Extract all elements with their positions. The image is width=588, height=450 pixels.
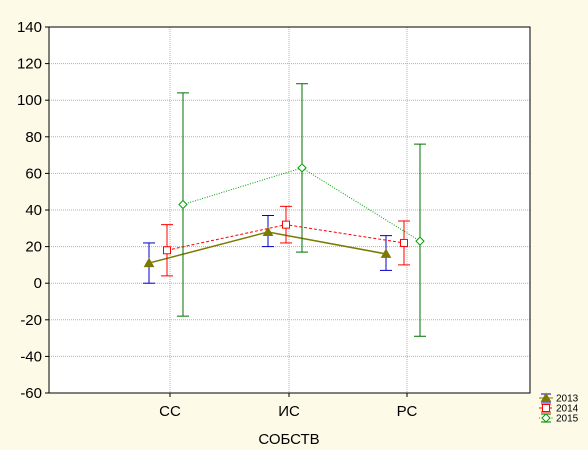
legend-entry: 2014 [539,403,579,415]
legend-label: 2014 [556,404,579,415]
x-tick-label: ИС [278,403,300,420]
y-tick-label: 20 [25,239,42,256]
data-point [282,220,290,229]
y-tick-label: 60 [25,165,42,182]
legend-label: 2013 [556,394,579,405]
y-tick-label: 80 [25,129,42,146]
series-2015 [177,83,426,337]
data-point [143,257,155,268]
legend-marker [542,404,550,412]
y-tick-label: 0 [34,275,42,292]
series-2013 [143,214,392,284]
x-axis-title: СОБСТВ [258,431,319,448]
data-point [380,248,392,258]
legend-entry: 2013 [539,392,579,405]
y-tick-label: 120 [17,56,42,73]
series-layer [143,83,426,337]
y-tick-label: -40 [20,348,42,365]
legend-entry: 2015 [539,413,579,425]
y-tick-label: -60 [20,385,42,402]
data-point [163,246,171,255]
legend-label: 2015 [556,414,579,425]
grid [49,27,530,393]
data-point [400,238,408,247]
legend-marker [540,392,552,402]
series-2014 [161,205,410,277]
data-point [415,236,425,246]
axes: -60 -40 -20 0 20 40 60 80 100 120 140 СС ИС РС [17,19,418,420]
y-tick-label: 40 [25,202,42,219]
x-tick-label: СС [159,403,181,420]
y-tick-label: 100 [17,92,42,109]
x-tick-label: РС [397,403,418,420]
data-point [178,199,188,210]
data-point [262,226,274,236]
legend-marker [541,413,551,423]
data-point [297,163,307,173]
y-tick-label: 140 [17,19,42,36]
y-tick-label: -20 [20,312,42,329]
